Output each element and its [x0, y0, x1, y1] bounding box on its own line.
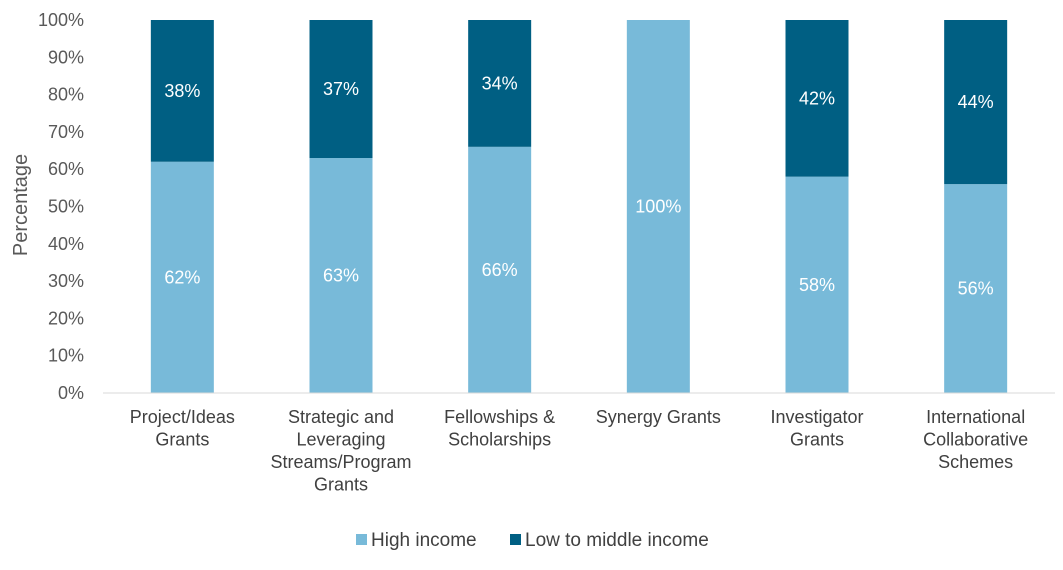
legend-label: Low to middle income: [525, 530, 709, 551]
bar-segment: [626, 20, 690, 393]
bars: 62% 38% 63% 37% 66% 34% 100% 58% 42% 56% 44%: [150, 20, 1008, 393]
x-category-line: Synergy Grants: [596, 407, 721, 427]
x-category-line: Collaborative: [923, 430, 1028, 450]
x-category-line: Streams/Program: [270, 452, 411, 472]
legend: High income Low to middle income: [356, 530, 709, 551]
x-axis-categories: Project/Ideas Grants Strategic and Leveragi…: [130, 407, 1028, 495]
bar-segment: [944, 184, 1008, 393]
bar-segment: [309, 20, 373, 159]
x-category-label: Strategic and Leveraging Streams/Program Gr…: [270, 407, 411, 495]
y-tick-label: 60%: [48, 159, 84, 179]
x-category-line: International: [926, 407, 1025, 427]
data-label: 62%: [164, 267, 200, 287]
data-label: 44%: [958, 92, 994, 112]
y-tick-label: 100%: [38, 10, 84, 30]
x-category-line: Leveraging: [296, 430, 385, 450]
data-label: 63%: [323, 266, 359, 286]
y-tick-label: 10%: [48, 346, 84, 366]
y-tick-label: 0%: [58, 383, 84, 403]
x-category-label: Synergy Grants: [596, 407, 721, 427]
y-tick-label: 90%: [48, 47, 84, 67]
legend-swatch: [356, 534, 367, 545]
x-category-line: Investigator: [770, 407, 863, 427]
y-tick-label: 80%: [48, 85, 84, 105]
y-axis-ticks: 0% 10% 20% 30% 40% 50% 60% 70% 80% 90% 100%: [38, 10, 84, 403]
bar-segment: [468, 146, 532, 393]
y-tick-label: 50%: [48, 197, 84, 217]
x-category-line: Scholarships: [448, 430, 551, 450]
x-category-line: Grants: [155, 430, 209, 450]
x-category-line: Fellowships &: [444, 407, 555, 427]
y-axis-label: Percentage: [10, 154, 32, 256]
y-tick-label: 30%: [48, 271, 84, 291]
y-tick-label: 40%: [48, 234, 84, 254]
x-category-label: Project/Ideas Grants: [130, 407, 235, 450]
data-label: 38%: [164, 81, 200, 101]
x-category-line: Strategic and: [288, 407, 394, 427]
x-category-line: Project/Ideas: [130, 407, 235, 427]
data-label: 66%: [482, 260, 518, 280]
data-label: 100%: [635, 197, 681, 217]
x-category-label: Investigator Grants: [770, 407, 863, 450]
x-category-line: Grants: [790, 430, 844, 450]
bar-segment: [468, 20, 532, 147]
bar-segment: [150, 20, 214, 162]
bar-segment: [150, 161, 214, 393]
legend-label: High income: [371, 530, 477, 551]
x-category-line: Grants: [314, 475, 368, 495]
y-tick-label: 20%: [48, 308, 84, 328]
data-label: 58%: [799, 275, 835, 295]
bar-segment: [944, 20, 1008, 185]
bar-segment: [309, 158, 373, 393]
data-label: 56%: [958, 279, 994, 299]
bar-segment: [785, 176, 849, 393]
x-category-label: Fellowships & Scholarships: [444, 407, 555, 450]
legend-swatch: [510, 534, 521, 545]
data-label: 37%: [323, 79, 359, 99]
x-category-line: Schemes: [938, 452, 1013, 472]
bar-segment: [785, 20, 849, 177]
y-tick-label: 70%: [48, 122, 84, 142]
x-category-label: International Collaborative Schemes: [923, 407, 1028, 472]
data-label: 34%: [482, 73, 518, 93]
data-label: 42%: [799, 88, 835, 108]
